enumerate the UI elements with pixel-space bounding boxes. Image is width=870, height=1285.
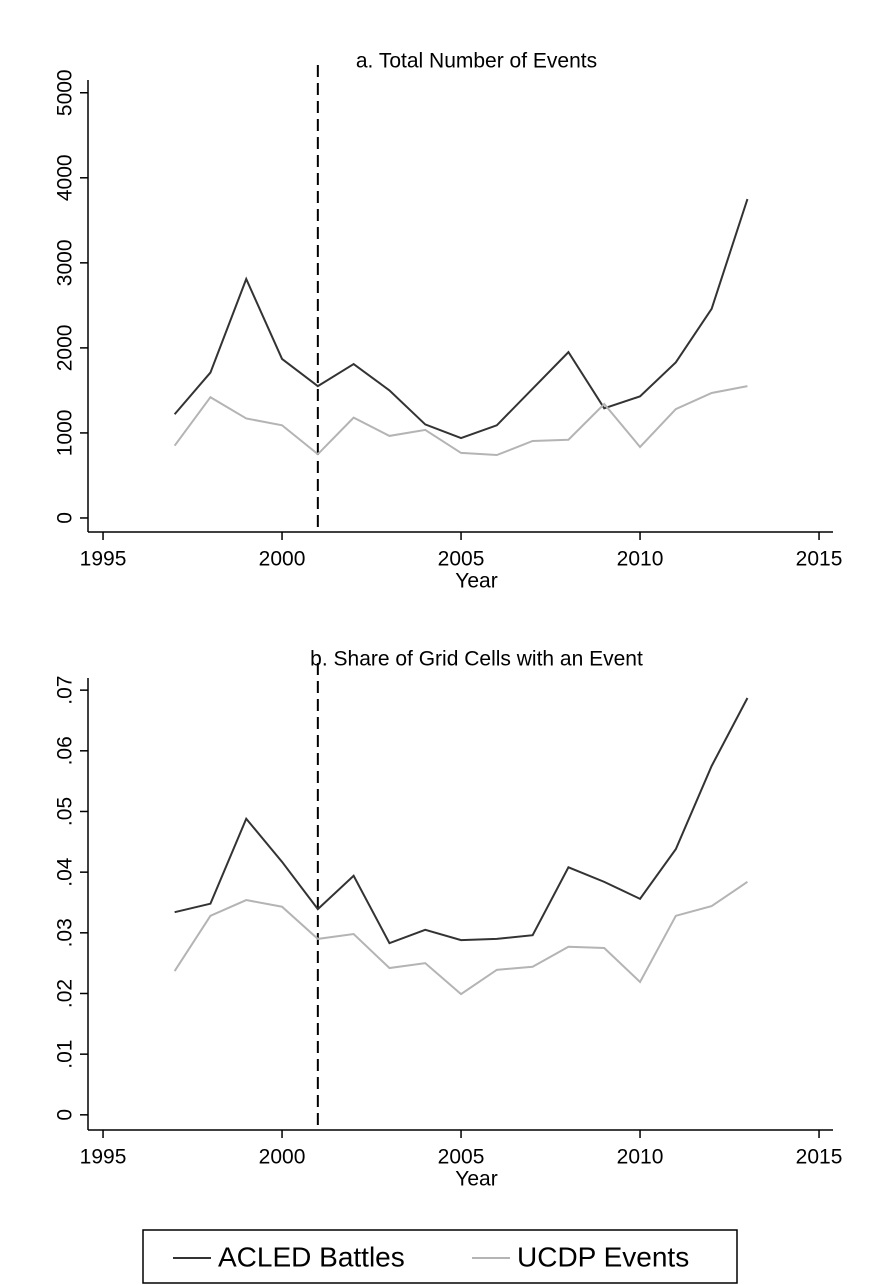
legend-label: ACLED Battles <box>218 1241 405 1272</box>
y-tick-label: 5000 <box>54 69 77 116</box>
x-tick-label: 2015 <box>796 548 843 571</box>
y-tick-label: 0 <box>54 1109 77 1121</box>
chart-title: b. Share of Grid Cells with an Event <box>310 648 643 671</box>
legend-label: UCDP Events <box>517 1241 689 1272</box>
x-tick-label: 2010 <box>617 548 664 571</box>
y-tick-label: .02 <box>54 979 77 1008</box>
x-tick-label: 2000 <box>259 1146 306 1169</box>
series-line <box>173 881 748 996</box>
y-tick-label: 0 <box>54 512 77 524</box>
y-tick-label: .05 <box>54 797 77 826</box>
legend-box <box>142 1229 738 1284</box>
x-tick-label: 2015 <box>796 1146 843 1169</box>
y-tick-label: 2000 <box>54 325 77 372</box>
y-tick-label: 1000 <box>54 410 77 457</box>
y-tick-label: .03 <box>54 918 77 947</box>
series-line <box>173 385 748 457</box>
x-tick-label: 2005 <box>438 1146 485 1169</box>
x-tick-label: 2010 <box>617 1146 664 1169</box>
y-tick-label: .07 <box>54 676 77 705</box>
x-axis-label: Year <box>455 1168 497 1191</box>
y-tick-label: .01 <box>54 1040 77 1069</box>
x-tick-label: 1995 <box>80 548 127 571</box>
series-line <box>173 198 749 440</box>
y-tick-label: 3000 <box>54 239 77 286</box>
chart-title: a. Total Number of Events <box>356 50 597 73</box>
x-tick-label: 1995 <box>80 1146 127 1169</box>
x-tick-label: 2005 <box>438 548 485 571</box>
y-tick-label: .06 <box>54 736 77 765</box>
x-axis-label: Year <box>455 570 497 593</box>
y-tick-label: 4000 <box>54 154 77 201</box>
x-tick-label: 2000 <box>259 548 306 571</box>
series-line <box>174 697 749 945</box>
y-tick-label: .04 <box>54 857 77 887</box>
